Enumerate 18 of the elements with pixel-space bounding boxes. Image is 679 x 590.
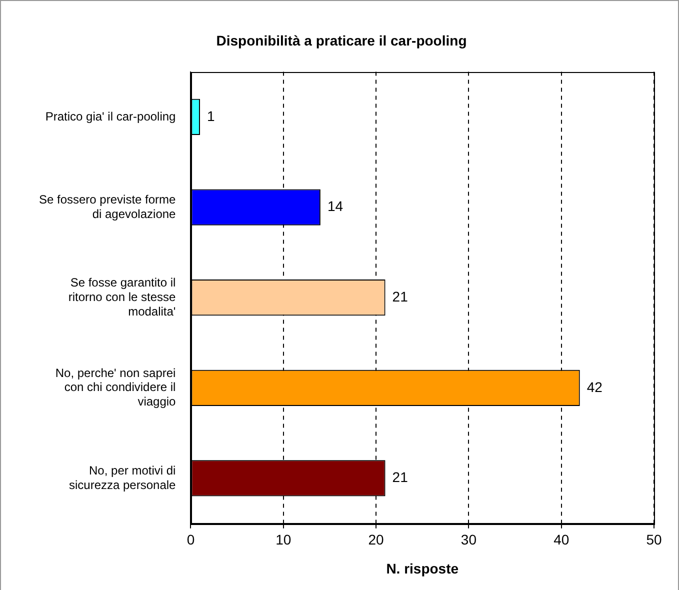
data-label: 1 — [206, 108, 215, 124]
y-tick-label: Se fossero previste forme di agevolazione — [38, 192, 176, 221]
data-label: 21 — [392, 288, 408, 304]
y-tick-label: Pratico gia' il car-pooling — [45, 109, 176, 124]
x-tick-label: 10 — [276, 532, 292, 548]
x-tick-label: 40 — [554, 532, 570, 548]
x-tick-label: 50 — [646, 532, 662, 548]
x-tick-label: 20 — [368, 532, 384, 548]
data-label: 42 — [586, 378, 603, 395]
data-label: 21 — [392, 469, 408, 486]
y-tick-label: No, perche' non saprei con chi condividere il viaggio — [55, 366, 176, 409]
x-tick-label: 30 — [460, 532, 477, 548]
chart-title: Disponibilità a praticare il car-pooling — [216, 32, 467, 48]
y-tick-label: No, per motivi di sicurezza personale — [68, 463, 176, 492]
data-label: 14 — [327, 198, 344, 214]
y-tick-label: Se fosse garantito il ritorno con le stesse modalita' — [68, 276, 176, 318]
x-axis-title: N. risposte — [386, 560, 459, 576]
x-tick-label: 0 — [186, 532, 195, 548]
